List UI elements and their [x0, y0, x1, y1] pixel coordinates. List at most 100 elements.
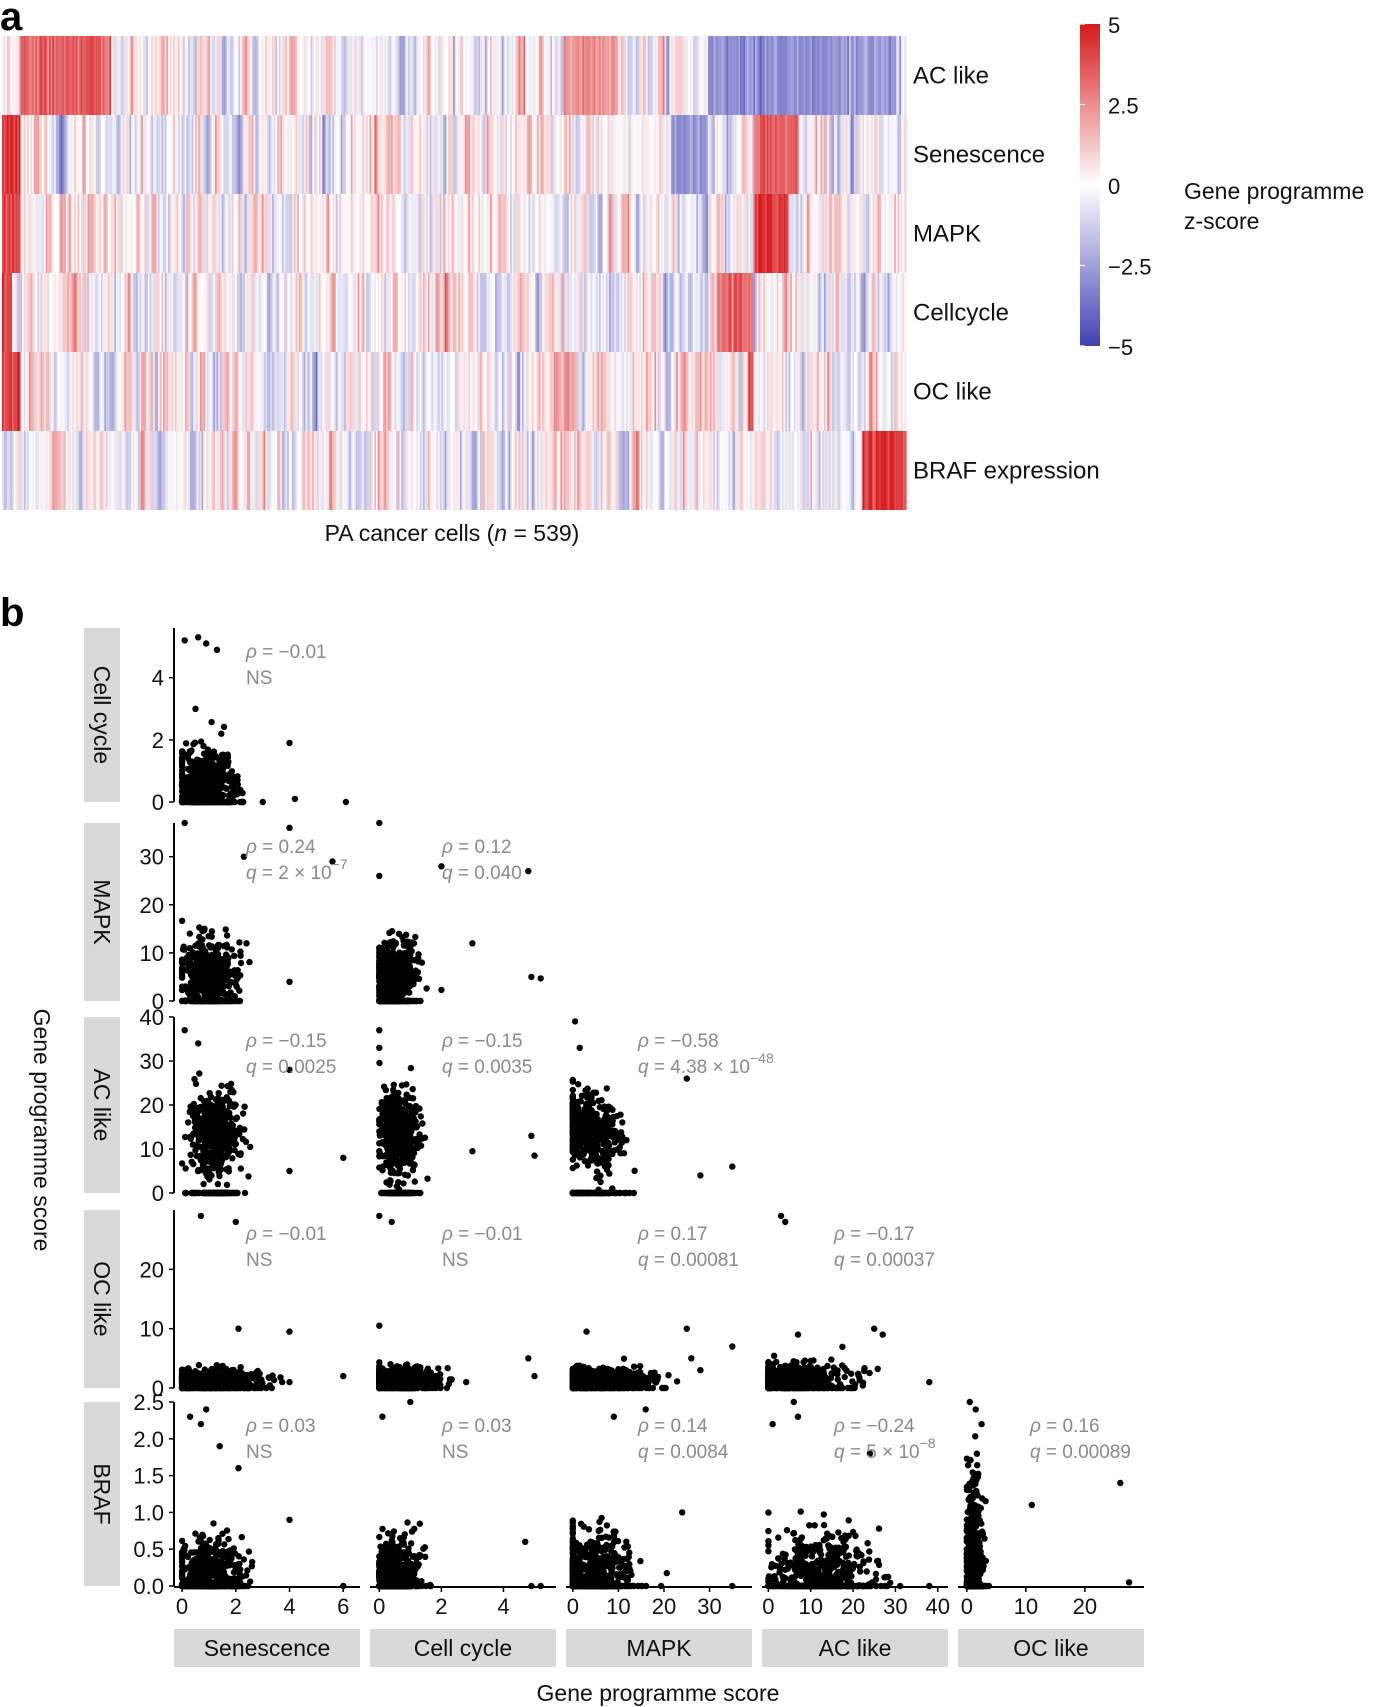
- heatmap-cell: [273, 194, 276, 273]
- heatmap-cell: [374, 115, 377, 194]
- heatmap-cell: [540, 431, 543, 510]
- heatmap-cell: [67, 273, 70, 352]
- heatmap-cell: [198, 352, 201, 431]
- col-strip: [370, 1629, 556, 1667]
- heatmap-cell: [203, 352, 206, 431]
- heatmap-cell: [589, 194, 592, 273]
- data-point: [376, 984, 383, 991]
- heatmap-cell: [149, 194, 152, 273]
- heatmap-cell: [481, 115, 484, 194]
- heatmap-cell: [483, 115, 486, 194]
- heatmap-cell: [786, 273, 790, 352]
- heatmap-cell: [810, 36, 813, 115]
- heatmap-cell: [399, 352, 402, 431]
- heatmap-cell: [147, 431, 151, 510]
- heatmap-cell: [94, 273, 97, 352]
- heatmap-cell: [82, 36, 85, 115]
- heatmap-cell: [38, 431, 42, 510]
- heatmap-cell: [471, 194, 474, 273]
- heatmap-cell: [568, 431, 572, 510]
- heatmap-cell: [468, 36, 471, 115]
- heatmap-cell: [255, 273, 258, 352]
- heatmap-cell: [243, 431, 246, 510]
- heatmap-cell: [209, 273, 213, 352]
- heatmap-cell: [553, 36, 557, 115]
- heatmap-cell: [639, 431, 642, 510]
- heatmap-cell: [780, 36, 783, 115]
- heatmap-cell: [112, 273, 115, 352]
- heatmap-cell: [404, 352, 407, 431]
- heatmap-cell: [129, 431, 132, 510]
- heatmap-cell: [374, 273, 377, 352]
- heatmap-cell: [404, 431, 407, 510]
- heatmap-cell: [563, 273, 567, 352]
- heatmap-cell: [525, 273, 528, 352]
- heatmap-cell: [703, 194, 706, 273]
- heatmap-cell: [478, 36, 481, 115]
- heatmap-cell: [131, 115, 134, 194]
- heatmap-cell: [90, 431, 94, 510]
- heatmap-cell: [602, 36, 605, 115]
- heatmap-cell: [43, 36, 47, 115]
- heatmap-cell: [178, 194, 181, 273]
- heatmap-cell: [521, 431, 525, 510]
- heatmap-cell: [122, 273, 126, 352]
- heatmap-cell: [131, 36, 134, 115]
- heatmap-cell: [875, 273, 879, 352]
- heatmap-cell: [28, 115, 32, 194]
- heatmap-cell: [538, 194, 541, 273]
- heatmap-cell: [105, 273, 109, 352]
- heatmap-cell: [109, 115, 112, 194]
- heatmap-cell: [448, 194, 451, 273]
- heatmap-cell: [416, 273, 419, 352]
- heatmap-cell: [454, 431, 458, 510]
- heatmap-cell: [213, 115, 216, 194]
- heatmap-cell: [127, 194, 131, 273]
- heatmap-cell: [236, 431, 240, 510]
- heatmap-cell: [713, 194, 716, 273]
- heatmap-cell: [312, 431, 315, 510]
- heatmap-cell: [605, 194, 609, 273]
- heatmap-cell: [453, 194, 456, 273]
- heatmap-cell: [724, 194, 728, 273]
- heatmap-cell: [48, 194, 52, 273]
- heatmap-cell: [476, 431, 479, 510]
- heatmap-cell: [565, 194, 568, 273]
- heatmap-cell: [391, 194, 394, 273]
- heatmap-cell: [295, 115, 298, 194]
- heatmap-cell: [600, 115, 604, 194]
- heatmap-cell: [515, 194, 518, 273]
- heatmap-cell: [796, 115, 800, 194]
- heatmap-cell: [146, 194, 149, 273]
- heatmap-cell: [64, 273, 67, 352]
- heatmap-cell: [619, 352, 622, 431]
- heatmap-cell: [855, 273, 858, 352]
- heatmap-cell: [897, 115, 900, 194]
- heatmap-cell: [582, 36, 585, 115]
- heatmap-cell: [552, 431, 555, 510]
- x-tick-label: 2: [230, 1594, 242, 1619]
- heatmap-cell: [691, 194, 694, 273]
- heatmap-cell: [342, 431, 345, 510]
- heatmap-cell: [525, 431, 528, 510]
- heatmap-cell: [750, 115, 753, 194]
- heatmap-cell: [412, 273, 416, 352]
- heatmap-cell: [793, 115, 796, 194]
- heatmap-cell: [166, 352, 169, 431]
- heatmap-cell: [711, 36, 714, 115]
- heatmap-cell: [287, 194, 290, 273]
- heatmap-cell: [213, 431, 216, 510]
- heatmap-cell: [79, 431, 82, 510]
- heatmap-cell: [75, 352, 79, 431]
- heatmap-cell: [105, 352, 109, 431]
- heatmap-cell: [188, 36, 191, 115]
- heatmap-cell: [649, 194, 652, 273]
- heatmap-cell: [163, 115, 166, 194]
- heatmap-cell: [156, 431, 159, 510]
- heatmap-cell: [480, 115, 483, 194]
- heatmap-cell: [204, 194, 208, 273]
- heatmap-cell: [456, 115, 459, 194]
- data-point: [178, 968, 186, 975]
- heatmap-cell: [322, 273, 325, 352]
- heatmap-cell: [738, 115, 741, 194]
